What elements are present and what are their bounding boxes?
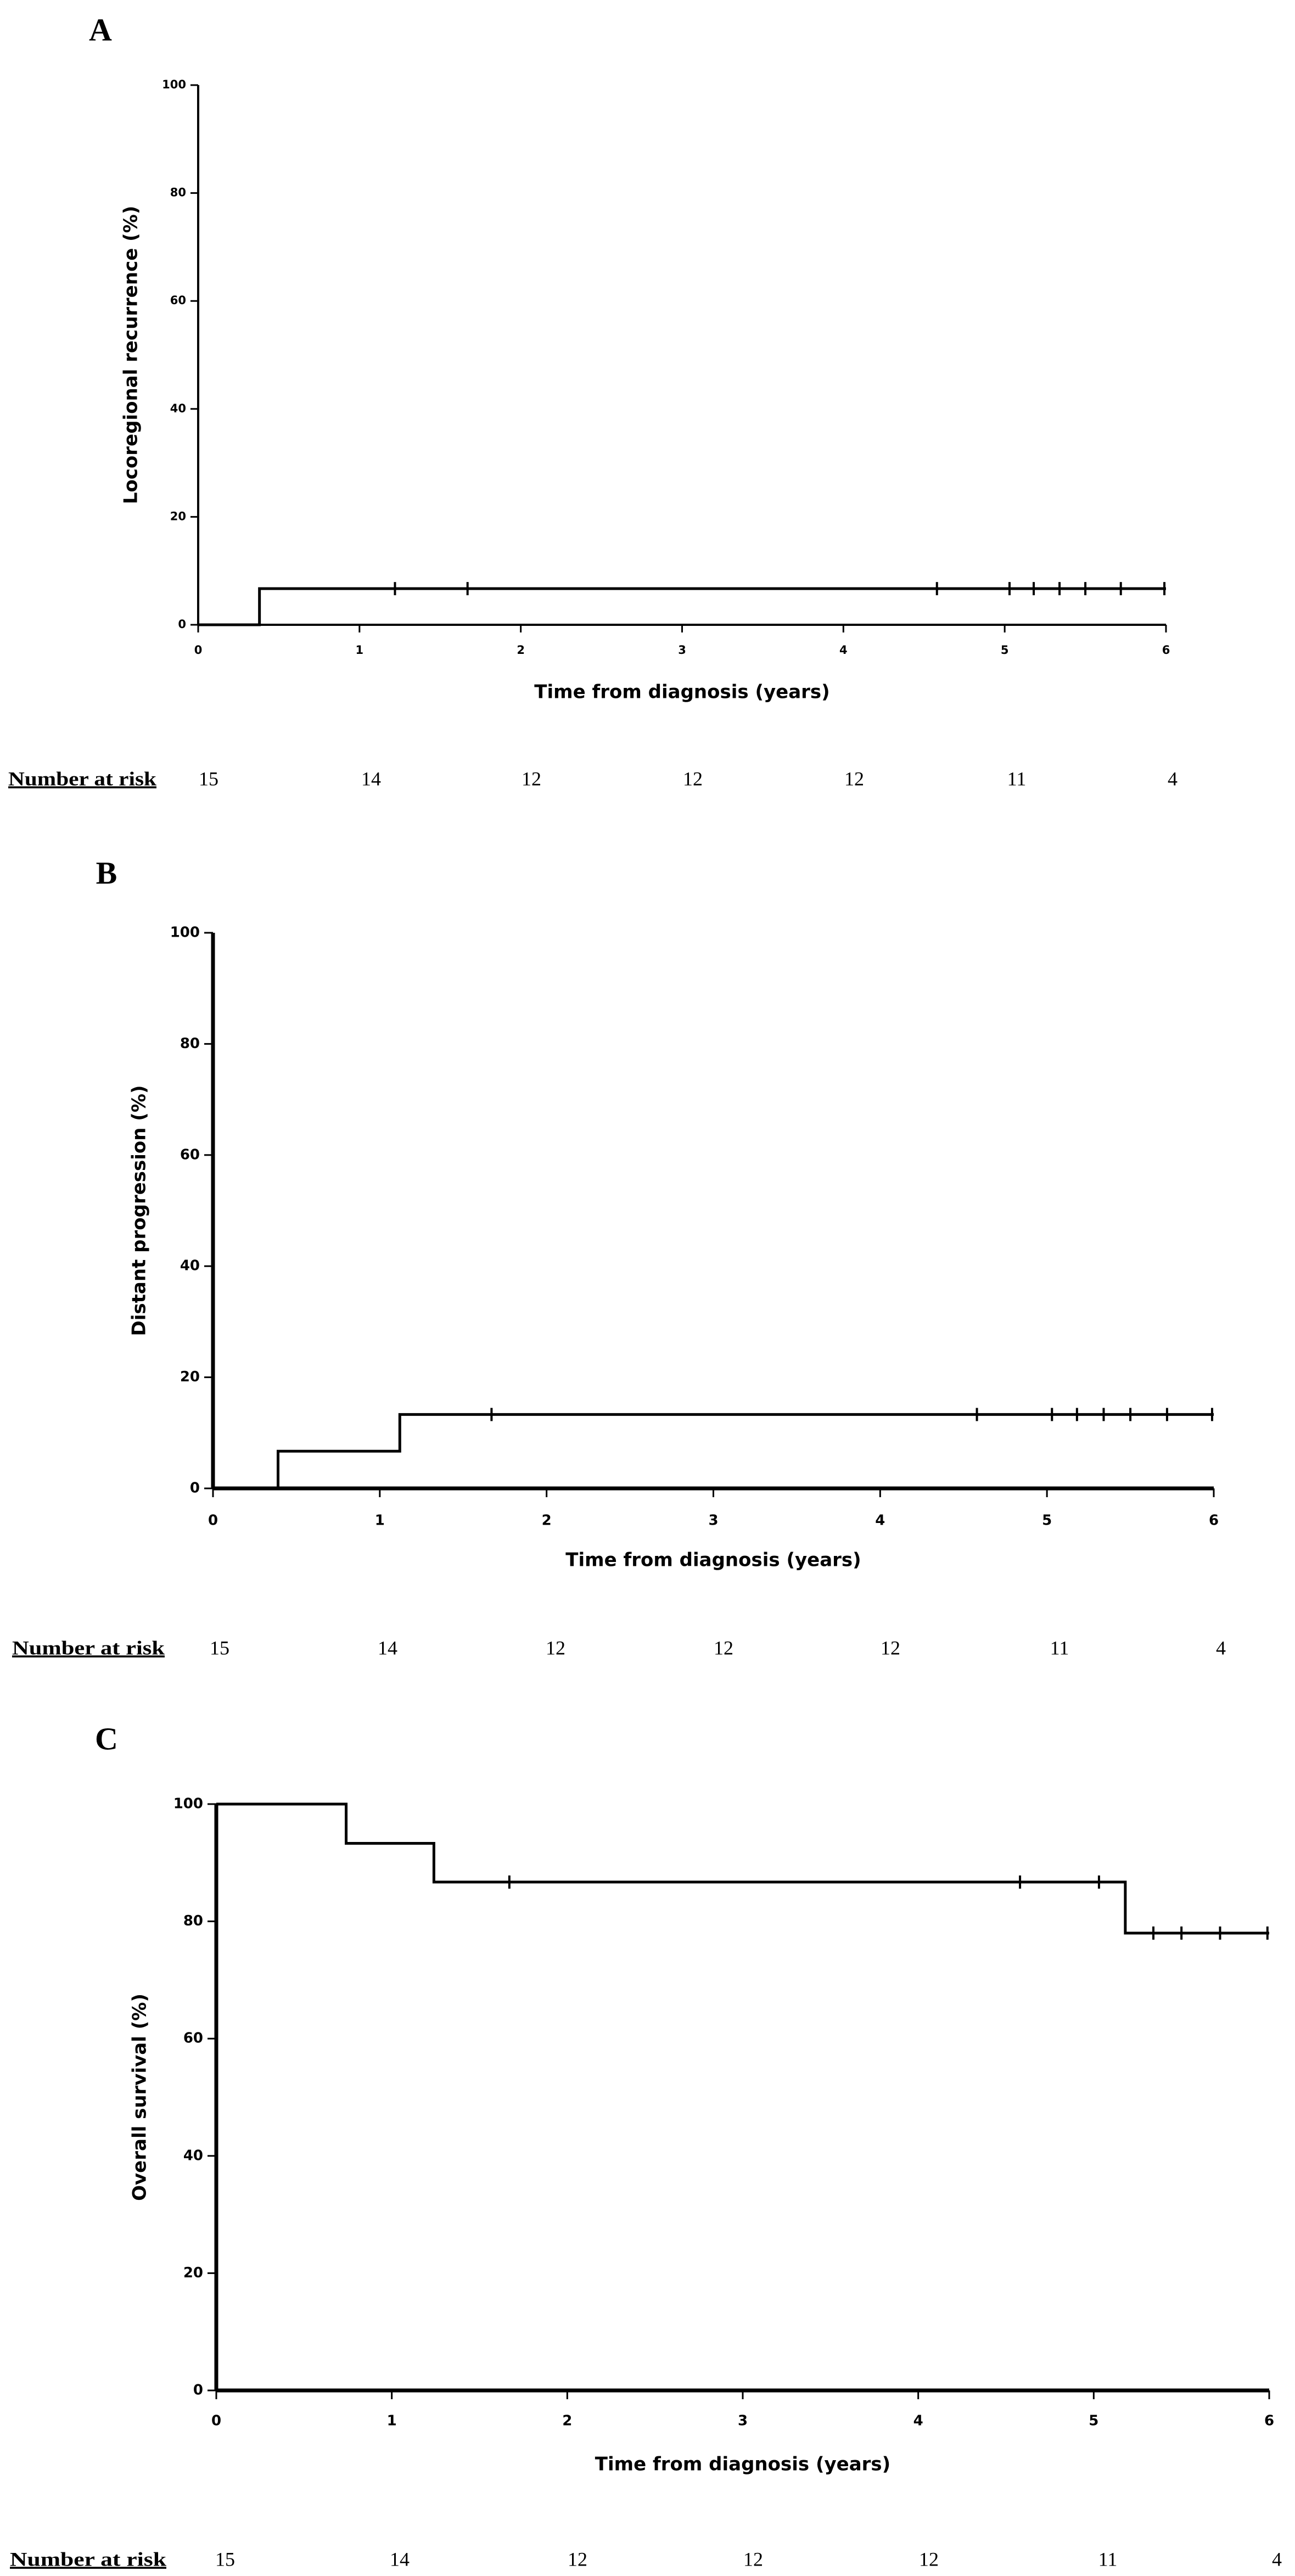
number-at-risk-value: 12 bbox=[919, 2548, 939, 2570]
x-tick-label: 1 bbox=[356, 643, 364, 657]
x-axis-title: Time from diagnosis (years) bbox=[595, 2454, 890, 2476]
x-tick-label: 4 bbox=[913, 2413, 923, 2429]
number-at-risk-value: 12 bbox=[844, 768, 864, 789]
km-step-curve bbox=[216, 1802, 1269, 1935]
y-tick-label: 100 bbox=[170, 925, 200, 941]
number-at-risk-label: Number at risk bbox=[10, 2548, 166, 2570]
y-tick-label: 0 bbox=[193, 2382, 203, 2399]
number-at-risk-value: 11 bbox=[1098, 2548, 1118, 2570]
x-tick-label: 3 bbox=[708, 1513, 718, 1529]
number-at-risk-value: 12 bbox=[881, 1637, 900, 1659]
y-tick-label: 80 bbox=[180, 1035, 200, 1052]
x-tick-label: 1 bbox=[387, 2413, 397, 2429]
y-tick-label: 100 bbox=[162, 78, 186, 91]
number-at-risk-value: 11 bbox=[1007, 768, 1027, 789]
y-tick-label: 80 bbox=[170, 186, 186, 199]
x-tick-label: 4 bbox=[875, 1513, 885, 1529]
x-tick-label: 5 bbox=[1042, 1513, 1052, 1529]
number-at-risk-value: 12 bbox=[714, 1637, 733, 1659]
y-tick-label: 60 bbox=[183, 2030, 203, 2047]
y-tick-label: 40 bbox=[183, 2147, 203, 2164]
y-tick-label: 0 bbox=[178, 618, 186, 631]
x-tick-label: 6 bbox=[1264, 2413, 1274, 2429]
number-at-risk-value: 12 bbox=[546, 1637, 565, 1659]
number-at-risk-label: Number at risk bbox=[12, 1637, 165, 1659]
x-tick-label: 6 bbox=[1209, 1513, 1219, 1529]
x-tick-label: 2 bbox=[517, 643, 525, 657]
x-tick-label: 4 bbox=[839, 643, 848, 657]
number-at-risk-value: 4 bbox=[1168, 768, 1178, 789]
y-tick-label: 0 bbox=[190, 1480, 200, 1497]
number-at-risk-value: 14 bbox=[378, 1637, 397, 1659]
y-tick-label: 40 bbox=[180, 1258, 200, 1274]
x-tick-label: 1 bbox=[375, 1513, 385, 1529]
panel-label-b: B bbox=[96, 855, 117, 891]
x-tick-label: 0 bbox=[208, 1513, 218, 1529]
number-at-risk-value: 12 bbox=[743, 2548, 763, 2570]
number-at-risk-value: 12 bbox=[568, 2548, 587, 2570]
number-at-risk-value: 14 bbox=[361, 768, 381, 789]
x-tick-label: 5 bbox=[1089, 2413, 1098, 2429]
number-at-risk-value: 4 bbox=[1216, 1637, 1226, 1659]
y-axis-title: Distant progression (%) bbox=[128, 1085, 150, 1336]
x-tick-label: 0 bbox=[194, 643, 203, 657]
y-tick-label: 20 bbox=[180, 1369, 200, 1385]
number-at-risk-label: Number at risk bbox=[8, 768, 156, 789]
x-tick-label: 2 bbox=[542, 1513, 552, 1529]
y-tick-label: 100 bbox=[173, 1796, 203, 1812]
number-at-risk-value: 12 bbox=[683, 768, 703, 789]
panel-label-a: A bbox=[89, 12, 112, 47]
x-tick-label: 3 bbox=[738, 2413, 748, 2429]
number-at-risk-value: 12 bbox=[522, 768, 541, 789]
y-tick-label: 60 bbox=[170, 294, 186, 307]
km-step-curve bbox=[198, 587, 1166, 626]
x-tick-label: 6 bbox=[1162, 643, 1170, 657]
x-tick-label: 2 bbox=[562, 2413, 572, 2429]
x-tick-label: 3 bbox=[678, 643, 686, 657]
x-axis-title: Time from diagnosis (years) bbox=[565, 1549, 861, 1571]
y-tick-label: 20 bbox=[183, 2265, 203, 2281]
number-at-risk-value: 14 bbox=[390, 2548, 410, 2570]
y-tick-label: 60 bbox=[180, 1146, 200, 1163]
number-at-risk-value: 15 bbox=[199, 768, 218, 789]
x-tick-label: 0 bbox=[211, 2413, 221, 2429]
x-axis-title: Time from diagnosis (years) bbox=[534, 681, 829, 703]
number-at-risk-value: 11 bbox=[1050, 1637, 1069, 1659]
km-step-curve bbox=[213, 1413, 1214, 1490]
y-axis-title: Locoregional recurrence (%) bbox=[120, 206, 142, 505]
y-tick-label: 40 bbox=[170, 402, 186, 415]
y-tick-label: 80 bbox=[183, 1913, 203, 1929]
number-at-risk-value: 15 bbox=[210, 1637, 229, 1659]
y-axis-title: Overall survival (%) bbox=[129, 1993, 151, 2201]
number-at-risk-value: 15 bbox=[215, 2548, 235, 2570]
x-tick-label: 5 bbox=[1001, 643, 1009, 657]
number-at-risk-value: 4 bbox=[1272, 2548, 1282, 2570]
y-tick-label: 20 bbox=[170, 509, 186, 523]
panel-label-c: C bbox=[95, 1721, 118, 1756]
